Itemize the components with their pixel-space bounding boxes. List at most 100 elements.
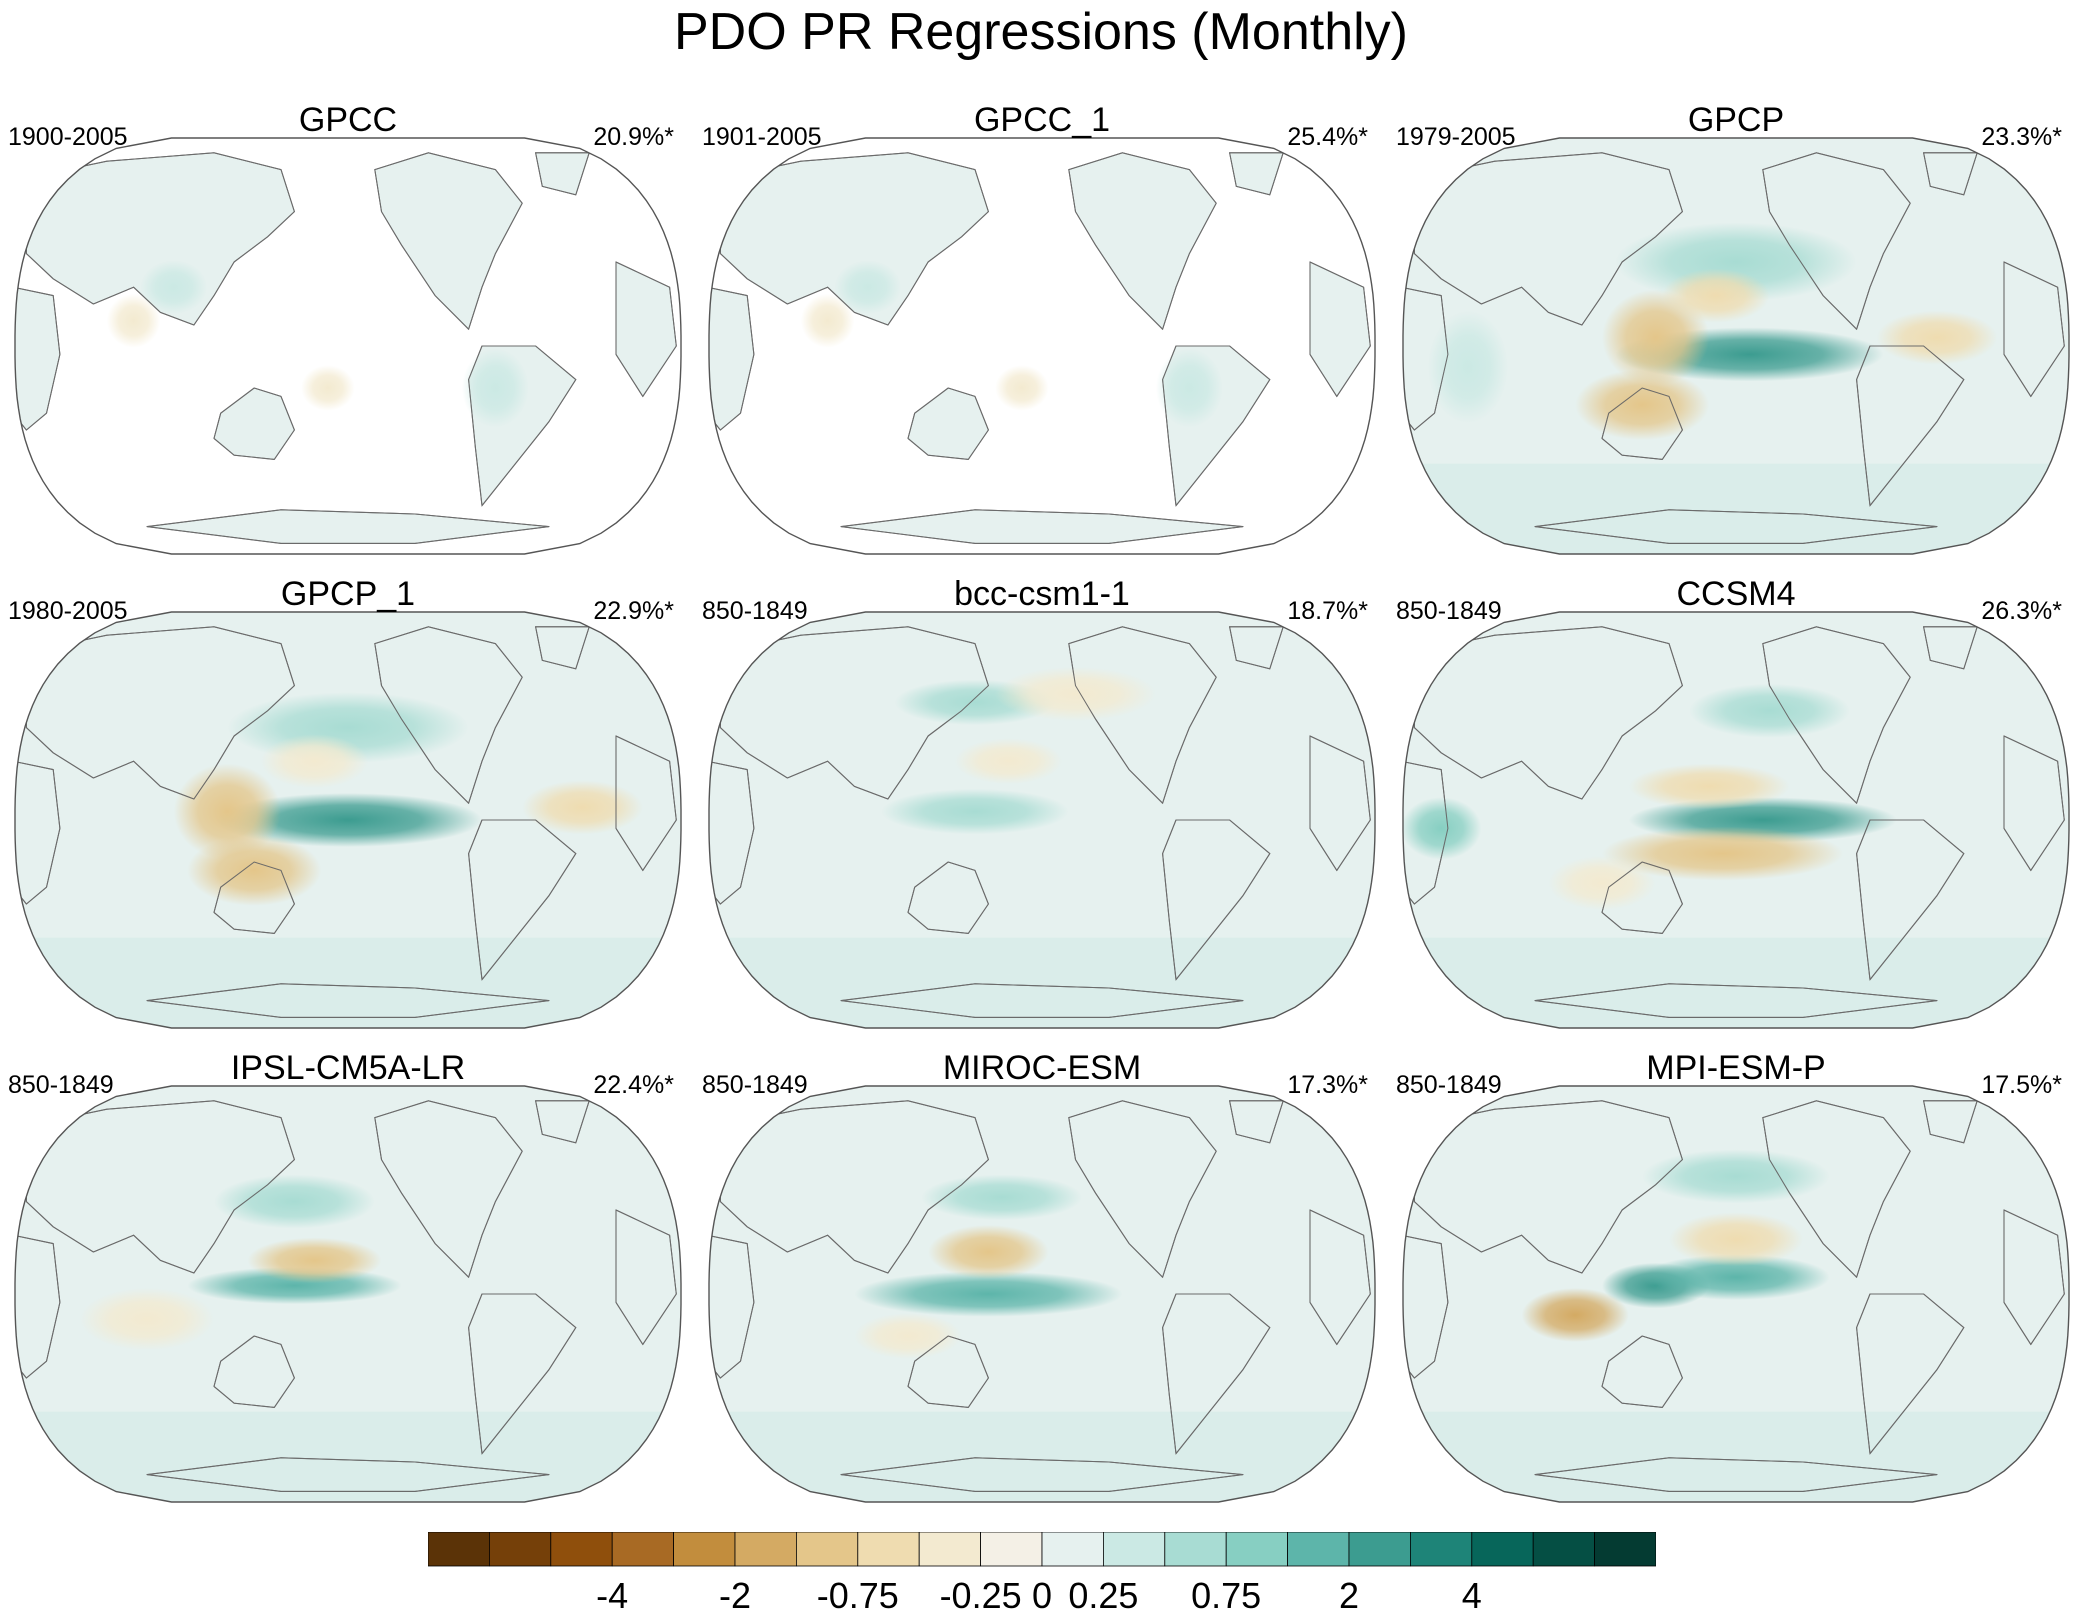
map-outline [14, 1085, 682, 1503]
colorbar-swatch [1103, 1532, 1166, 1567]
coastline [1068, 1100, 1217, 1279]
coastline [1856, 345, 1965, 507]
panel-period: 850-1849 [702, 597, 808, 625]
map-svg [14, 137, 682, 555]
coastline [1228, 626, 1284, 670]
coastline [534, 1100, 590, 1144]
map-panel: MIROC-ESM 850-1849 17.3%* [702, 1048, 1382, 1503]
map-background [15, 1411, 681, 1502]
coastline [1309, 735, 1371, 872]
panel-period: 850-1849 [702, 1071, 808, 1099]
coastline [907, 861, 989, 934]
regression-anomaly [1689, 683, 1850, 738]
map-field [1403, 612, 2069, 1028]
colorbar-swatch [918, 1532, 982, 1567]
coastline [907, 1335, 989, 1408]
panel-title: MPI-ESM-P [1646, 1049, 1826, 1087]
coastline [719, 1100, 989, 1274]
panel-title: MIROC-ESM [942, 1049, 1142, 1087]
coastline [615, 261, 677, 398]
regression-anomaly [921, 1174, 1083, 1221]
coastline [213, 387, 295, 460]
coastline [1601, 1335, 1683, 1408]
map-outline [14, 137, 682, 555]
map-field [15, 138, 681, 554]
regression-anomaly [1548, 856, 1656, 910]
map-panel: GPCC 1900-2005 20.9%* [8, 100, 688, 555]
coastline [2003, 735, 2065, 872]
coastline [1413, 626, 1683, 800]
coastline [1762, 152, 1911, 331]
regression-anomaly [1642, 1149, 1830, 1204]
map-svg [708, 137, 1376, 555]
regression-anomaly [1521, 1288, 1629, 1342]
colorbar-tick-label: 4 [1461, 1575, 1482, 1616]
panel-variance: 26.3%* [1981, 597, 2062, 625]
map-outline [1402, 1085, 2070, 1503]
map-field [709, 612, 1375, 1028]
colorbar-swatch [1164, 1532, 1227, 1567]
coastline [15, 1234, 61, 1379]
coastline [1534, 1457, 1938, 1492]
map-background [1403, 1411, 2069, 1502]
coastline [15, 286, 61, 431]
regression-anomaly [106, 293, 161, 348]
regression-anomaly [522, 780, 643, 835]
colorbar-swatch [489, 1532, 552, 1567]
regression-anomaly [954, 738, 1063, 784]
coastline [1162, 819, 1271, 981]
panel-period: 850-1849 [1396, 597, 1502, 625]
map-svg [14, 1085, 682, 1503]
map-outline [1402, 137, 2070, 555]
panel-period: 850-1849 [8, 1071, 114, 1099]
panel-period: 1901-2005 [702, 123, 822, 151]
coastline [1068, 626, 1217, 805]
panel-variance: 22.9%* [593, 597, 674, 625]
colorbar-swatch [550, 1532, 613, 1567]
coastline [1413, 152, 1683, 326]
map-background [709, 937, 1375, 1028]
regression-anomaly [1575, 369, 1710, 441]
regression-anomaly [1662, 268, 1770, 323]
colorbar-swatch [734, 1532, 797, 1567]
coastline [2003, 1209, 2065, 1346]
regression-anomaly [214, 793, 482, 847]
panel-period: 1900-2005 [8, 123, 128, 151]
colorbar [428, 1532, 1656, 1567]
coastline [615, 735, 677, 872]
coastline [719, 152, 989, 326]
map-outline [708, 137, 1376, 555]
map-outline [14, 611, 682, 1029]
coastline [1922, 1100, 1978, 1144]
map-svg [1402, 1085, 2070, 1503]
coastline [840, 509, 1244, 544]
coastline [1403, 286, 1449, 431]
coastline [1762, 1100, 1911, 1279]
regression-anomaly [1628, 763, 1790, 810]
coastline [213, 1335, 295, 1408]
panel-title: GPCC [298, 101, 398, 139]
panel-variance: 22.4%* [593, 1071, 674, 1099]
coastline [840, 983, 1244, 1018]
panel-period: 1979-2005 [1396, 123, 1516, 151]
coastline [709, 760, 755, 905]
panel-variance: 20.9%* [593, 123, 674, 151]
colorbar-swatch [1041, 1532, 1104, 1567]
coastline [1068, 152, 1217, 331]
regression-anomaly [928, 1225, 1049, 1279]
panel-variance: 18.7%* [1287, 597, 1368, 625]
regression-anomaly [187, 835, 322, 906]
regression-anomaly [1642, 1254, 1830, 1300]
colorbar-tick-label: -2 [718, 1575, 751, 1616]
colorbar-tick-label: 0 [1031, 1575, 1053, 1616]
panel-title: IPSL-CM5A-LR [230, 1049, 466, 1087]
regression-anomaly [854, 1271, 1123, 1317]
map-field [709, 138, 1375, 554]
coastline [25, 152, 295, 326]
coastline [1228, 1100, 1284, 1144]
coastline [1601, 387, 1683, 460]
regression-anomaly [140, 260, 208, 315]
coastline [213, 861, 295, 934]
panel-title: GPCP_1 [280, 575, 416, 613]
coastline [1856, 819, 1965, 981]
